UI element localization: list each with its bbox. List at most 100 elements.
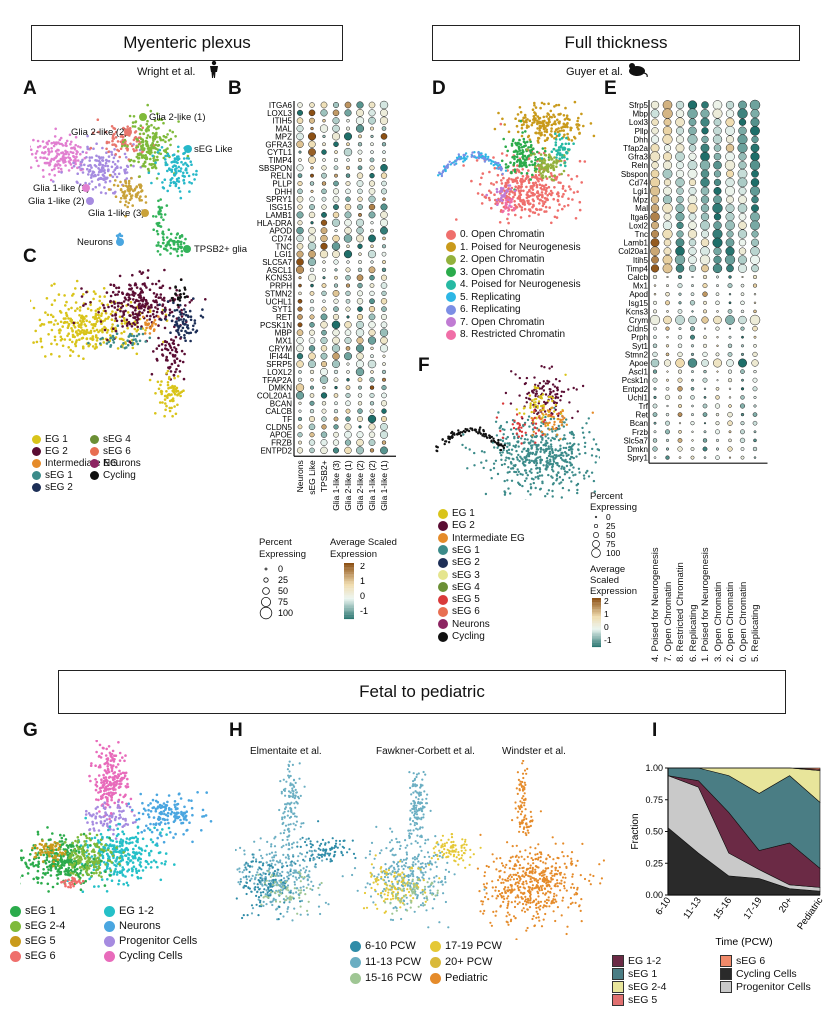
dot-tpsb2: [183, 245, 191, 253]
dotplot-dot: [356, 234, 364, 243]
umap-point-0: [531, 191, 535, 195]
umap-point-seg1: [144, 340, 147, 343]
umap-point-0: [493, 166, 497, 170]
umap-point-seg-like: [174, 169, 177, 173]
umap-point-glia1-2: [113, 163, 117, 166]
umap-point-0: [519, 216, 523, 219]
umap-point-tpsb2: [162, 247, 166, 250]
umap-point-seg1: [517, 453, 520, 457]
umap-point-0: [551, 191, 554, 195]
gene-label: Ret: [636, 411, 649, 420]
dotplot-dot: [750, 152, 760, 162]
dotplot-dot: [358, 212, 362, 217]
umap-point-1: [536, 119, 539, 123]
umap-point-cycling: [95, 798, 98, 801]
umap-point-cycling: [183, 295, 187, 299]
umap-point-eg1: [50, 284, 53, 287]
umap-point-cycling: [110, 798, 113, 802]
umap-point-seg-like: [170, 168, 174, 171]
dotplot-dot: [320, 345, 328, 352]
dotplot-dot: [368, 305, 376, 313]
umap-point-3: [519, 119, 523, 123]
umap-point-tpsb2: [180, 240, 183, 244]
umap-point-cycling: [447, 437, 450, 440]
umap-point-seg1: [582, 436, 586, 439]
umap-point-seg1: [521, 473, 524, 476]
umap-point-seg1: [517, 481, 520, 484]
dotplot-dot: [663, 178, 672, 187]
umap-point-4: [540, 157, 544, 160]
dotplot-dot: [308, 156, 316, 164]
umap-point-neurons: [174, 805, 177, 809]
gene-label: Isg15: [628, 299, 648, 308]
gene-label: Cldn5: [627, 325, 648, 334]
umap-point-eg1: [85, 328, 89, 332]
umap-point-seg1: [546, 441, 549, 445]
umap-point-eg1: [78, 323, 81, 327]
size-legend-dot: [592, 540, 600, 548]
umap-point-4: [557, 146, 561, 149]
umap-point-4: [561, 156, 564, 159]
umap-point-glia2-1: [123, 138, 127, 142]
umap-point-eg1: [65, 313, 68, 317]
umap-point-seg5: [520, 442, 523, 445]
umap-point-replicating: [453, 163, 456, 166]
umap-point-4: [567, 142, 571, 145]
umap-point-seg1: [115, 332, 119, 335]
dotplot-dot: [356, 298, 364, 305]
umap-point-0: [475, 159, 479, 162]
umap-point-3: [529, 140, 532, 143]
umap-point-seg1: [525, 456, 528, 459]
umap-point-1: [573, 100, 577, 104]
panel-e-dotplot: Sfrp5MbpLoxl3PllpDhhTfap2aGfra3RelnSbspo…: [618, 99, 768, 464]
dotplot-dot: [321, 283, 327, 288]
umap-point-glia1-1: [30, 152, 34, 156]
umap-point-1: [557, 113, 560, 116]
legend-swatch: [446, 267, 456, 277]
umap-point-seg-like: [172, 180, 175, 184]
umap-point-cycling: [118, 769, 121, 773]
dotplot-dot: [295, 391, 305, 400]
dotplot-dot: [297, 188, 303, 195]
umap-point-seg1: [551, 462, 555, 466]
umap-point-glia2-1: [159, 138, 163, 142]
dotplot-dot: [296, 109, 304, 116]
dotplot-dot: [666, 275, 669, 279]
umap-point-0: [515, 206, 519, 209]
umap-point-progenitor: [86, 821, 89, 824]
dotplot-dot: [662, 100, 673, 110]
umap-point-eg1: [51, 315, 55, 318]
dotplot-dot: [345, 274, 351, 281]
umap-point-glia2-1: [128, 114, 132, 118]
umap-point-eg2: [149, 314, 152, 318]
umap-point-glia1-1: [34, 156, 37, 159]
umap-point-glia1-1: [79, 146, 82, 149]
umap-point-cycling: [94, 764, 97, 767]
umap-point-eg2: [543, 410, 547, 413]
umap-point-eg2: [152, 309, 155, 313]
umap-point-tpsb2: [169, 246, 173, 250]
dotplot-dot: [675, 126, 685, 135]
dotplot-dot: [699, 254, 711, 265]
dotplot-dot: [740, 352, 745, 356]
umap-point-eg2: [509, 402, 513, 405]
umap-point-seg1: [501, 439, 505, 443]
dotplot-dot: [728, 404, 732, 408]
umap-point-1: [568, 118, 571, 121]
umap-point-eg1: [103, 319, 106, 322]
umap-point-0: [548, 206, 551, 209]
dotplot-dot: [333, 259, 339, 265]
umap-point-glia1-2: [89, 164, 92, 167]
umap-point-seg1: [507, 448, 511, 451]
umap-point-eg1: [89, 337, 92, 340]
umap-point-0: [540, 191, 544, 194]
dotplot-dot: [750, 117, 760, 127]
umap-point-glia2-2: [91, 131, 95, 135]
umap-point-eg2: [116, 293, 119, 296]
umap-point-intermediate: [547, 414, 550, 417]
umap-point-seg2: [194, 330, 198, 334]
umap-point-cycling: [114, 791, 117, 795]
umap-point-glia1-3: [124, 184, 128, 188]
dotplot-dot: [346, 126, 350, 131]
umap-point-neurons: [179, 818, 182, 822]
